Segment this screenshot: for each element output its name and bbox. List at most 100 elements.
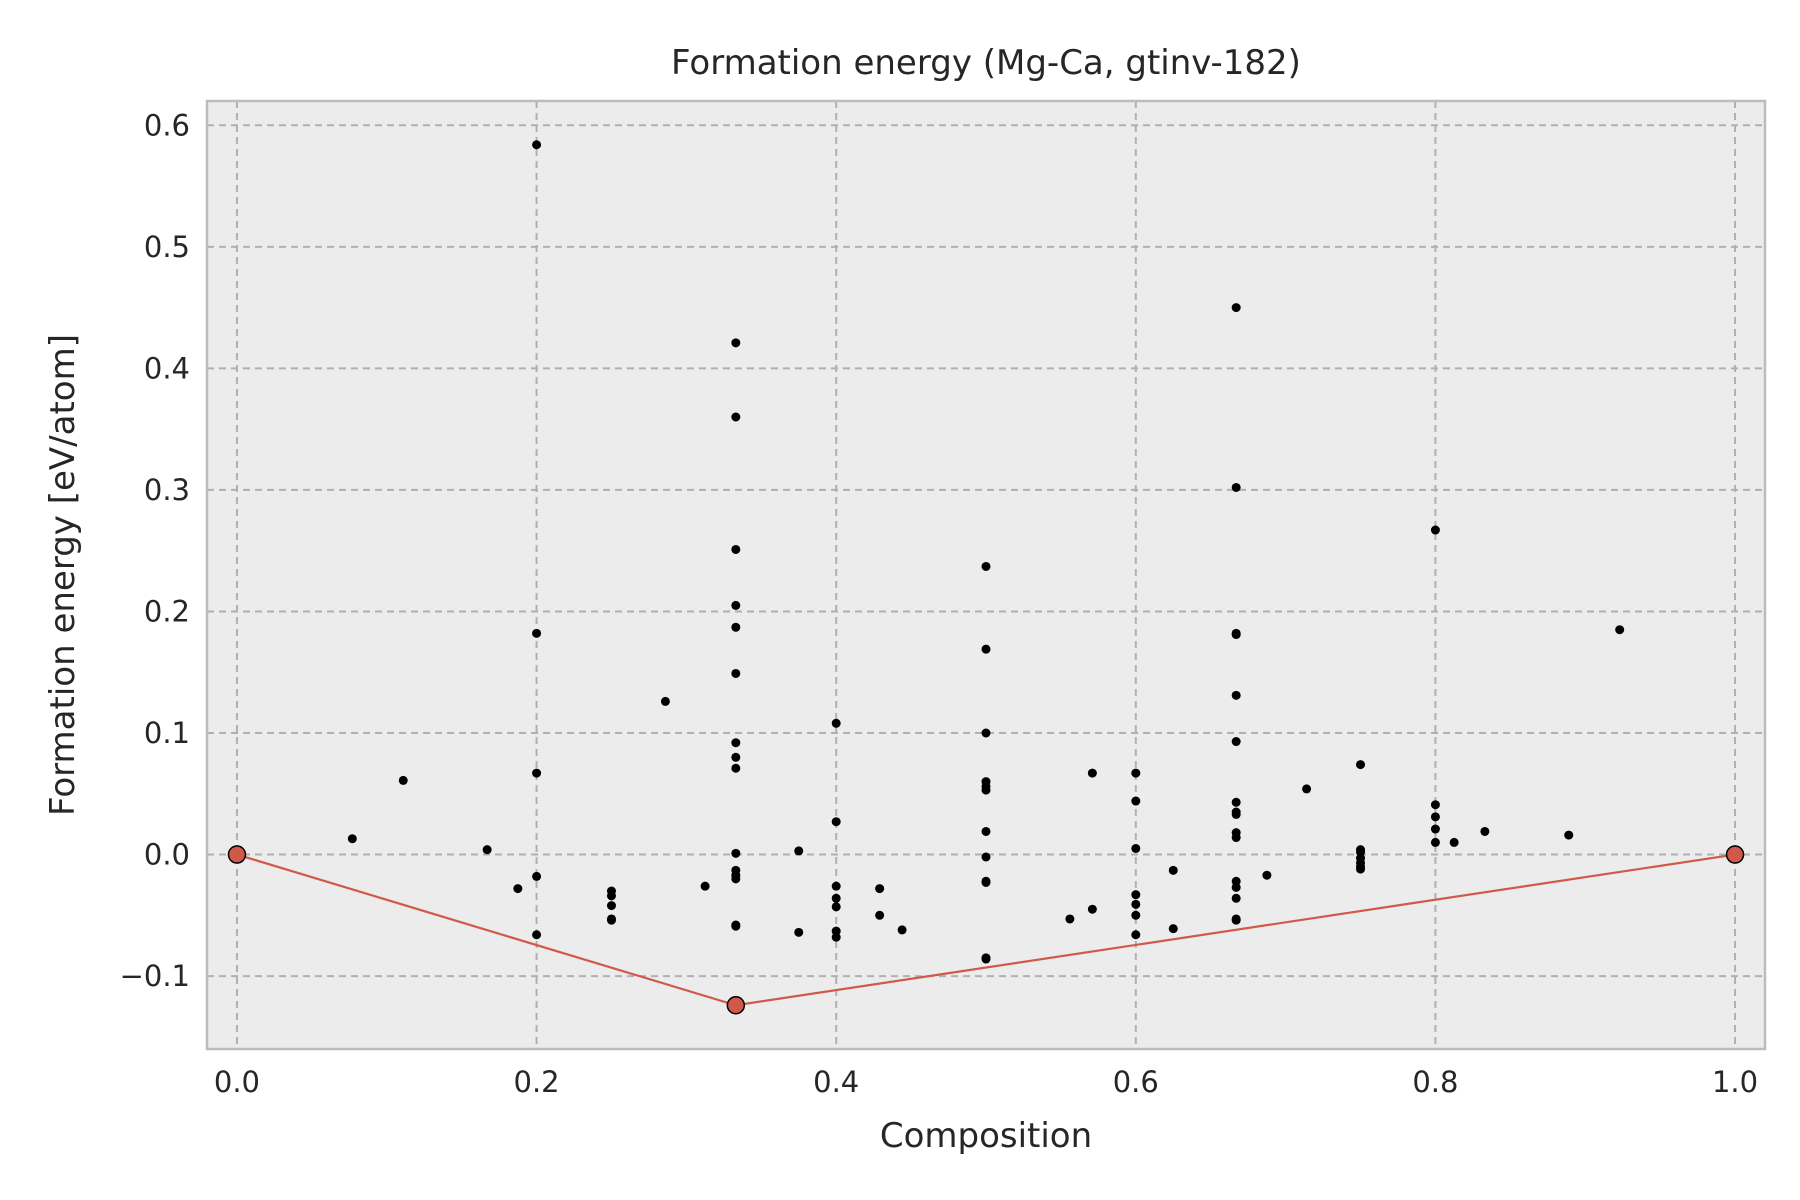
chart-title: Formation energy (Mg-Ca, gtinv-182)	[671, 43, 1301, 83]
structure-point	[794, 927, 804, 937]
structure-point	[981, 644, 991, 654]
structure-point	[1131, 796, 1141, 806]
structure-point	[731, 738, 741, 748]
structure-point	[731, 338, 741, 348]
structure-point	[1131, 768, 1141, 778]
structure-point	[1302, 784, 1312, 794]
structure-point	[1430, 837, 1440, 847]
structure-point	[1168, 924, 1178, 934]
x-tick-label: 0.0	[214, 1065, 260, 1099]
structure-point	[398, 775, 408, 785]
structure-point	[731, 668, 741, 678]
structure-point	[700, 881, 710, 891]
structure-point	[731, 622, 741, 632]
structure-point	[1356, 864, 1366, 874]
structure-point	[1131, 843, 1141, 853]
hull-point	[726, 995, 746, 1015]
structure-point	[347, 834, 357, 844]
structure-point	[1131, 910, 1141, 920]
structure-point	[513, 884, 523, 894]
y-tick-label: 0.0	[144, 838, 190, 872]
structure-point	[831, 718, 841, 728]
structure-point	[1430, 812, 1440, 822]
structure-point	[606, 891, 616, 901]
structure-point	[875, 884, 885, 894]
structure-point	[731, 874, 741, 884]
structure-point	[1131, 899, 1141, 909]
structure-point	[981, 728, 991, 738]
structure-point	[731, 752, 741, 762]
structure-point	[1480, 826, 1490, 836]
structure-point	[1087, 768, 1097, 778]
structure-point	[1168, 865, 1178, 875]
x-axis-ticks: 0.0 0.2 0.4 0.6 0.8 1.0	[214, 1065, 1758, 1099]
structure-point	[1449, 837, 1459, 847]
x-tick-label: 0.8	[1412, 1065, 1458, 1099]
structure-point	[1231, 893, 1241, 903]
structure-point	[981, 877, 991, 887]
structure-point	[1131, 890, 1141, 900]
y-tick-label: −0.1	[120, 959, 190, 993]
y-tick-label: 0.4	[144, 351, 190, 385]
structure-point	[731, 544, 741, 554]
structure-point	[1231, 737, 1241, 747]
structure-point	[532, 871, 542, 881]
structure-point	[482, 845, 492, 855]
structure-point	[606, 915, 616, 925]
structure-point	[1231, 630, 1241, 640]
structure-point	[660, 696, 670, 706]
structure-point	[1231, 690, 1241, 700]
structure-point	[731, 600, 741, 610]
hull-point	[227, 845, 247, 864]
x-tick-label: 1.0	[1712, 1065, 1758, 1099]
structure-point	[897, 925, 907, 935]
structure-point	[981, 785, 991, 795]
x-axis-label: Composition	[880, 1116, 1092, 1156]
structure-point	[731, 763, 741, 773]
structure-point	[731, 921, 741, 931]
structure-point	[1231, 482, 1241, 492]
plot-background	[207, 101, 1765, 1049]
structure-point	[606, 901, 616, 911]
structure-point	[1262, 870, 1272, 880]
structure-point	[532, 768, 542, 778]
grid-lines	[207, 101, 1765, 1049]
y-tick-label: 0.6	[144, 108, 190, 142]
x-tick-label: 0.4	[813, 1065, 859, 1099]
structure-point	[1231, 882, 1241, 892]
hull-point	[1725, 845, 1745, 864]
y-axis-ticks: −0.1 0.0 0.1 0.2 0.3 0.4 0.5 0.6	[120, 108, 190, 993]
structure-point	[831, 817, 841, 827]
structure-point	[794, 846, 804, 856]
structure-point	[532, 930, 542, 940]
y-axis-label: Formation energy [eV/atom]	[43, 334, 83, 816]
y-tick-label: 0.5	[144, 230, 190, 264]
x-tick-label: 0.6	[1113, 1065, 1159, 1099]
structure-point	[731, 848, 741, 858]
structure-point	[532, 628, 542, 638]
structure-point	[831, 902, 841, 912]
plot-frame	[205, 99, 1767, 1051]
structure-point	[1087, 904, 1097, 914]
structure-points	[347, 140, 1625, 964]
structure-point	[1131, 930, 1141, 940]
structure-point	[731, 412, 741, 422]
structure-point	[1231, 303, 1241, 313]
structure-point	[981, 954, 991, 964]
structure-point	[1430, 525, 1440, 535]
structure-point	[1564, 830, 1574, 840]
y-tick-label: 0.1	[144, 716, 190, 750]
x-tick-label: 0.2	[514, 1065, 560, 1099]
structure-point	[1231, 833, 1241, 843]
y-tick-label: 0.2	[144, 594, 190, 628]
structure-point	[1231, 797, 1241, 807]
structure-point	[831, 932, 841, 942]
structure-point	[831, 893, 841, 903]
structure-point	[875, 910, 885, 920]
structure-point	[981, 852, 991, 862]
structure-point	[1231, 915, 1241, 925]
structure-point	[981, 826, 991, 836]
structure-point	[1430, 824, 1440, 834]
